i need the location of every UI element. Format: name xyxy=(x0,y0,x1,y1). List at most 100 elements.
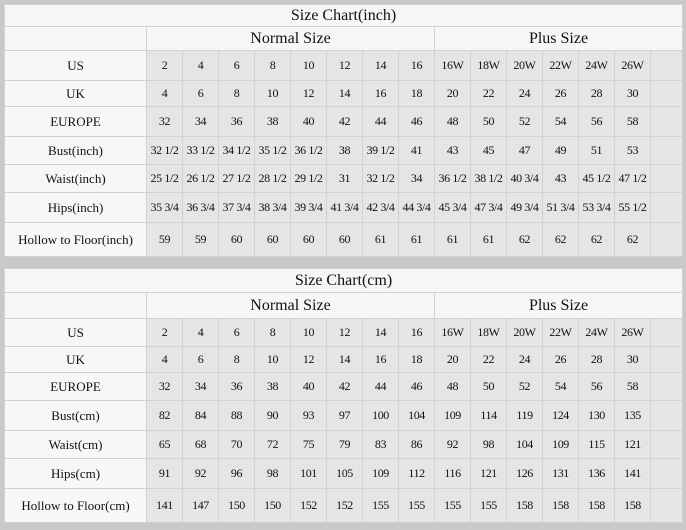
size-value: 22 xyxy=(470,346,507,373)
size-value: 58 xyxy=(614,106,651,137)
size-value: 2 xyxy=(146,50,183,81)
size-value: 38 xyxy=(254,372,291,401)
size-value: 8 xyxy=(218,80,255,107)
size-value: 36 xyxy=(218,106,255,137)
size-value: 98 xyxy=(254,458,291,489)
size-value: 119 xyxy=(506,400,543,431)
size-value: 29 1/2 xyxy=(290,164,327,193)
size-value: 50 xyxy=(470,372,507,401)
size-value: 46 xyxy=(398,372,435,401)
size-value: 12 xyxy=(326,318,363,347)
size-value: 6 xyxy=(182,80,219,107)
row-label: Bust(cm) xyxy=(4,400,147,431)
blank-cell xyxy=(649,318,684,347)
size-value: 155 xyxy=(434,488,471,523)
size-value: 24W xyxy=(578,50,615,81)
blank-cell xyxy=(649,400,684,431)
size-value: 35 1/2 xyxy=(254,136,291,165)
size-value: 54 xyxy=(542,106,579,137)
size-value: 141 xyxy=(614,458,651,489)
size-value: 22W xyxy=(542,318,579,347)
size-value: 18 xyxy=(398,346,435,373)
normal-size-header: Normal Size xyxy=(146,292,435,319)
row-label: UK xyxy=(4,80,147,107)
size-value: 155 xyxy=(362,488,399,523)
size-value: 26 xyxy=(542,80,579,107)
size-value: 40 xyxy=(290,372,327,401)
size-value: 4 xyxy=(146,80,183,107)
blank-cell xyxy=(649,106,684,137)
size-value: 114 xyxy=(470,400,507,431)
size-value: 131 xyxy=(542,458,579,489)
size-value: 104 xyxy=(398,400,435,431)
size-value: 88 xyxy=(218,400,255,431)
size-value: 24 xyxy=(506,80,543,107)
size-value: 158 xyxy=(578,488,615,523)
size-value: 86 xyxy=(398,430,435,459)
size-value: 38 3/4 xyxy=(254,192,291,223)
size-value: 62 xyxy=(542,222,579,257)
size-value: 61 xyxy=(362,222,399,257)
size-value: 53 3/4 xyxy=(578,192,615,223)
size-value: 26 xyxy=(542,346,579,373)
size-value: 130 xyxy=(578,400,615,431)
size-value: 158 xyxy=(506,488,543,523)
size-value: 58 xyxy=(614,372,651,401)
size-value: 16W xyxy=(434,50,471,81)
row-label: Hips(cm) xyxy=(4,458,147,489)
size-value: 155 xyxy=(470,488,507,523)
table-row: US 2 4 6 8 10 12 14 16 16W 18W 20W 22W 24W 26W xyxy=(4,318,684,347)
size-value: 28 xyxy=(578,346,615,373)
blank-cell xyxy=(649,346,684,373)
size-value: 54 xyxy=(542,372,579,401)
row-label: EUROPE xyxy=(4,106,147,137)
size-value: 82 xyxy=(146,400,183,431)
size-value: 51 3/4 xyxy=(542,192,579,223)
size-value: 98 xyxy=(470,430,507,459)
size-value: 83 xyxy=(362,430,399,459)
blank-cell xyxy=(649,192,684,223)
size-value: 52 xyxy=(506,372,543,401)
size-value: 31 xyxy=(326,164,363,193)
size-value: 65 xyxy=(146,430,183,459)
size-value: 44 xyxy=(362,106,399,137)
size-value: 28 1/2 xyxy=(254,164,291,193)
size-value: 10 xyxy=(290,50,327,81)
size-value: 55 1/2 xyxy=(614,192,651,223)
size-value: 50 xyxy=(470,106,507,137)
size-value: 18W xyxy=(470,318,507,347)
size-value: 8 xyxy=(254,318,291,347)
blank-cell xyxy=(649,372,684,401)
size-value: 105 xyxy=(326,458,363,489)
size-value: 6 xyxy=(182,346,219,373)
size-value: 30 xyxy=(614,80,651,107)
size-value: 150 xyxy=(254,488,291,523)
size-value: 36 1/2 xyxy=(434,164,471,193)
size-value: 40 3/4 xyxy=(506,164,543,193)
row-label: US xyxy=(4,50,147,81)
size-value: 112 xyxy=(398,458,435,489)
table-row: Bust(cm) 82 84 88 90 93 97 100 104 109 114 119 124 13… xyxy=(4,400,684,431)
size-value: 32 1/2 xyxy=(362,164,399,193)
size-value: 32 1/2 xyxy=(146,136,183,165)
size-value: 84 xyxy=(182,400,219,431)
size-value: 42 3/4 xyxy=(362,192,399,223)
plus-size-header: Plus Size xyxy=(433,26,684,51)
size-value: 61 xyxy=(398,222,435,257)
size-value: 39 1/2 xyxy=(362,136,399,165)
size-value: 48 xyxy=(434,106,471,137)
size-value: 56 xyxy=(578,372,615,401)
size-value: 36 3/4 xyxy=(182,192,219,223)
row-label: Bust(inch) xyxy=(4,136,147,165)
size-value: 26 1/2 xyxy=(182,164,219,193)
size-value: 24W xyxy=(578,318,615,347)
size-value: 47 1/2 xyxy=(614,164,651,193)
row-label: Hollow to Floor(inch) xyxy=(4,222,147,257)
blank-cell xyxy=(649,430,684,459)
size-value: 14 xyxy=(326,346,363,373)
size-value: 124 xyxy=(542,400,579,431)
size-value: 14 xyxy=(326,80,363,107)
size-value: 38 1/2 xyxy=(470,164,507,193)
size-value: 100 xyxy=(362,400,399,431)
size-value: 75 xyxy=(290,430,327,459)
